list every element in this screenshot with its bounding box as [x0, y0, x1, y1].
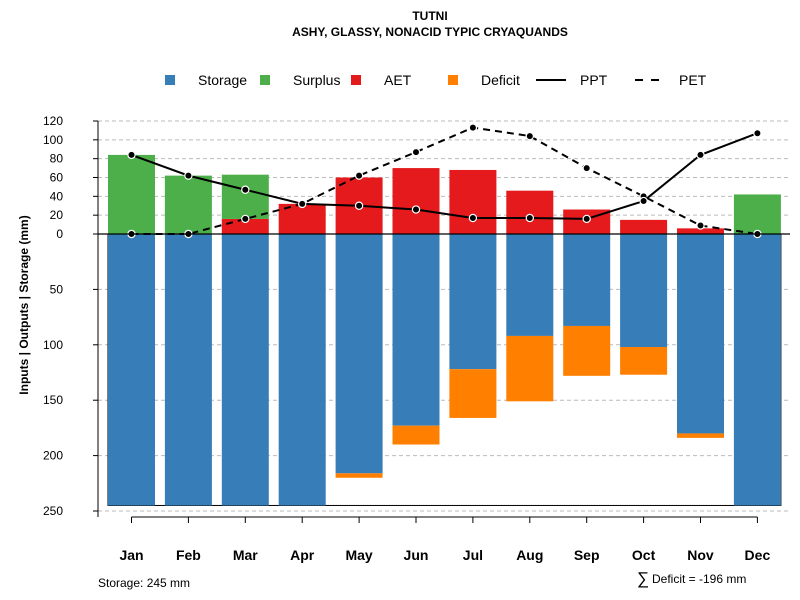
ppt-point — [411, 205, 421, 214]
ppt-point — [184, 171, 193, 180]
aet-bar — [506, 190, 554, 234]
y-tick-label: 80 — [50, 152, 64, 166]
deficit-bar — [392, 425, 440, 445]
y-tick-label: 150 — [43, 393, 63, 407]
deficit-bar — [563, 325, 611, 376]
legend-swatch-deficit — [448, 75, 458, 85]
storage-bar — [733, 234, 781, 506]
surplus-bar — [221, 174, 269, 219]
pet-point — [582, 163, 591, 173]
ppt-point — [127, 150, 136, 160]
pet-point — [468, 123, 478, 132]
chart-title: TUTNI — [412, 9, 447, 23]
x-tick-label: Aug — [516, 547, 543, 563]
storage-bar — [108, 234, 155, 506]
aet-bar — [392, 168, 440, 234]
legend: Storage Surplus AET Deficit PPT PET — [165, 72, 707, 88]
pet-point — [241, 214, 250, 224]
storage-bar — [677, 234, 724, 434]
deficit-bar — [620, 347, 668, 375]
y-tick-label: 100 — [43, 338, 63, 352]
deficit-bar — [335, 473, 383, 478]
y-tick-label: 0 — [56, 227, 63, 241]
deficit-bar — [506, 335, 554, 402]
y-tick-label: 60 — [50, 171, 64, 185]
aet-bar — [221, 218, 269, 234]
storage-bar — [563, 234, 611, 326]
x-tick-label: Jun — [404, 547, 429, 563]
x-tick-label: Dec — [745, 547, 771, 563]
storage-bar — [221, 234, 269, 506]
legend-label-aet: AET — [384, 72, 412, 88]
legend-label-storage: Storage — [198, 72, 247, 88]
y-tick-label: 120 — [43, 114, 63, 128]
ppt-point — [639, 196, 648, 206]
x-tick-label: Mar — [233, 547, 258, 563]
pet-point — [354, 171, 364, 180]
gridlines — [98, 120, 790, 512]
pet-point — [525, 131, 535, 141]
deficit-footnote: Deficit = -196 mm — [652, 572, 747, 586]
storage-bar — [392, 234, 440, 426]
pet-line — [131, 126, 758, 235]
chart-subtitle: ASHY, GLASSY, NONACID TYPIC CRYAQUANDS — [292, 25, 568, 39]
ppt-point — [525, 213, 535, 223]
ppt-point — [298, 199, 307, 209]
legend-swatch-surplus — [260, 75, 270, 85]
legend-swatch-storage — [165, 75, 175, 85]
aet-bar — [620, 219, 668, 234]
surplus-bar — [164, 175, 212, 234]
ppt-point — [582, 214, 591, 224]
y-tick-label: 250 — [43, 504, 63, 518]
x-tick-label: Sep — [574, 547, 600, 563]
pet-point — [411, 147, 421, 157]
x-tick-label: Jul — [463, 547, 483, 563]
ppt-line — [131, 132, 758, 220]
y-tick-label: 100 — [43, 133, 63, 147]
storage-bar — [164, 234, 212, 506]
x-tick-label: May — [345, 547, 372, 563]
ppt-point — [354, 201, 364, 210]
y-tick-label: 200 — [43, 449, 63, 463]
x-tick-label: Feb — [176, 547, 201, 563]
legend-swatch-aet — [351, 75, 361, 85]
x-tick-label: Jan — [119, 547, 143, 563]
deficit-bar — [449, 369, 497, 418]
legend-label-ppt: PPT — [580, 72, 608, 88]
ppt-point — [468, 213, 478, 223]
y-tick-label: 40 — [50, 189, 64, 203]
ppt-point — [753, 129, 762, 138]
axes: 0 20 40 60 80 100 120 50 100 150 200 250 Jan Feb Mar Ap… — [43, 114, 790, 563]
storage-bar — [449, 234, 497, 370]
y-tick-label: 20 — [50, 208, 64, 222]
y-axis-label: Inputs | Outputs | Storage (mm) — [17, 215, 31, 394]
x-tick-label: Nov — [687, 547, 714, 563]
storage-bar — [278, 234, 326, 506]
sum-symbol: ∑ — [637, 569, 650, 588]
x-tick-label: Apr — [290, 547, 315, 563]
storage-footnote: Storage: 245 mm — [98, 576, 191, 590]
aet-bar — [677, 228, 724, 234]
storage-bar — [506, 234, 554, 336]
x-tick-label: Oct — [632, 547, 656, 563]
ppt-point — [241, 185, 250, 194]
pet-point — [696, 221, 705, 230]
storage-bar — [335, 234, 383, 474]
bars — [107, 154, 782, 506]
surplus-bar — [108, 154, 155, 234]
y-tick-label: 50 — [50, 282, 64, 296]
aet-bar — [449, 169, 497, 234]
surplus-bar — [733, 194, 781, 234]
storage-bar — [620, 234, 668, 348]
legend-label-deficit: Deficit — [481, 72, 520, 88]
legend-label-surplus: Surplus — [293, 72, 340, 88]
deficit-bar — [677, 433, 724, 438]
ppt-point — [696, 150, 705, 160]
legend-label-pet: PET — [679, 72, 707, 88]
